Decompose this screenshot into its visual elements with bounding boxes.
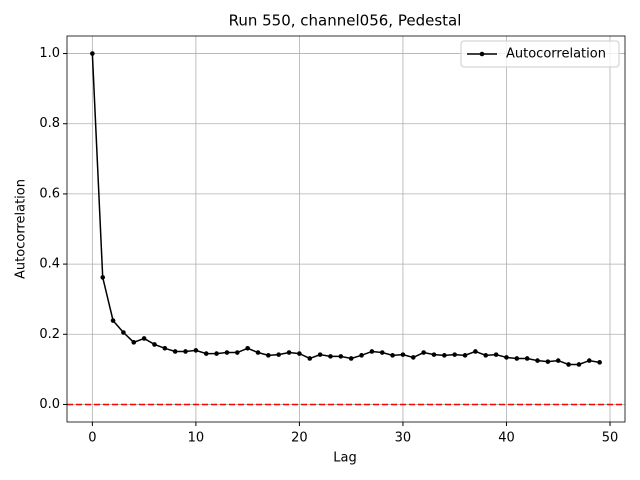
data-point <box>276 352 282 357</box>
chart-title: Run 550, channel056, Pedestal <box>229 12 462 30</box>
y-tick-label: 0.8 <box>39 116 60 131</box>
plot-frame <box>66 35 626 423</box>
x-tick-label: 30 <box>395 431 412 446</box>
data-point <box>410 355 416 360</box>
data-point <box>462 353 468 358</box>
x-tick-label: 40 <box>498 431 515 446</box>
data-point <box>545 359 551 364</box>
data-point <box>576 362 582 367</box>
data-point <box>100 275 106 280</box>
data-point <box>152 342 157 347</box>
x-tick-label: 20 <box>291 431 308 446</box>
x-axis-label: Lag <box>333 451 356 466</box>
data-point <box>141 336 147 341</box>
data-point <box>110 318 116 323</box>
data-point <box>90 51 95 56</box>
data-point <box>348 356 354 361</box>
data-point <box>183 349 188 354</box>
y-axis-label: Autocorrelation <box>14 179 29 279</box>
data-point <box>566 362 571 367</box>
data-point <box>172 349 178 354</box>
y-tick-label: 0.0 <box>39 397 60 412</box>
series-line <box>91 53 600 366</box>
data-point <box>224 350 230 355</box>
data-point <box>421 350 426 355</box>
data-point <box>473 349 478 354</box>
data-point <box>597 360 602 365</box>
data-point <box>317 352 323 357</box>
data-point <box>483 353 489 358</box>
data-point <box>121 330 126 335</box>
data-point <box>266 353 271 358</box>
data-point <box>193 348 199 353</box>
data-point <box>255 350 261 355</box>
y-tick-label: 0.6 <box>39 186 60 201</box>
y-tick-label: 1.0 <box>39 46 60 61</box>
data-point <box>338 354 344 359</box>
data-point <box>452 352 458 357</box>
data-point <box>245 346 250 351</box>
data-point <box>214 351 219 356</box>
data-point <box>493 352 499 357</box>
data-point <box>131 340 137 345</box>
data-point <box>400 352 406 357</box>
data-point <box>162 346 168 351</box>
data-point <box>286 350 292 355</box>
data-point <box>442 353 447 358</box>
legend-label: Autocorrelation <box>506 47 606 62</box>
data-point <box>379 350 385 355</box>
data-point <box>369 349 375 354</box>
data-point <box>328 354 333 359</box>
data-point <box>504 355 509 360</box>
x-tick-label: 0 <box>88 431 96 446</box>
x-tick-label: 50 <box>602 431 619 446</box>
legend-box <box>460 40 620 68</box>
data-point <box>535 358 540 363</box>
data-point <box>524 356 530 361</box>
y-tick-label: 0.4 <box>39 257 60 272</box>
data-point <box>234 350 240 355</box>
data-point <box>390 353 395 358</box>
x-tick-label: 10 <box>188 431 205 446</box>
legend-marker <box>479 51 485 57</box>
data-point <box>431 352 437 357</box>
data-point <box>555 358 561 363</box>
data-point <box>203 351 209 356</box>
data-point <box>297 351 302 356</box>
data-point <box>307 356 313 361</box>
y-tick-label: 0.2 <box>39 327 60 342</box>
data-point <box>514 356 520 361</box>
data-point <box>586 358 592 363</box>
data-point <box>359 353 364 358</box>
